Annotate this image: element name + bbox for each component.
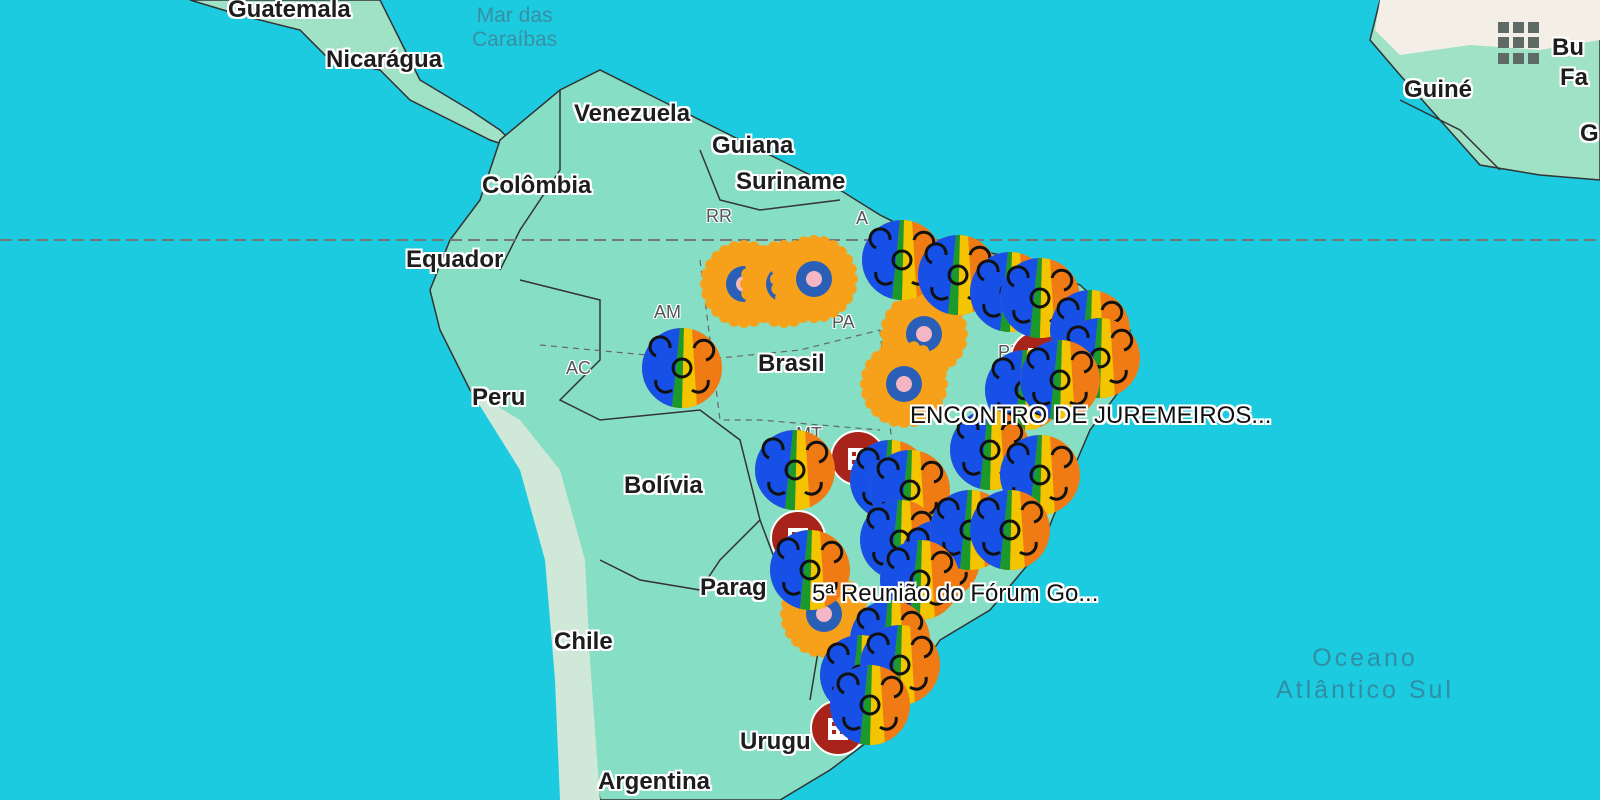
- place-label: Argentina: [598, 768, 711, 795]
- place-label: Urugu: [740, 728, 811, 755]
- ocean-label-line: Oceano: [1312, 644, 1418, 672]
- sea-label-line: Caraíbas: [472, 28, 558, 51]
- state-label: PA: [832, 312, 855, 332]
- place-label: Guatemala: [228, 0, 351, 23]
- place-label: Guiné: [1404, 76, 1473, 103]
- rainbow-face-icon[interactable]: [970, 490, 1050, 575]
- apps-grid-icon[interactable]: [1498, 22, 1540, 64]
- rainbow-face-icon[interactable]: [755, 430, 835, 515]
- place-label: Suriname: [736, 168, 846, 195]
- rainbow-face-icon[interactable]: [770, 530, 850, 615]
- sahara-area: [1375, 0, 1600, 55]
- place-label: Parag: [700, 574, 767, 601]
- rainbow-face-icon[interactable]: [1020, 340, 1100, 425]
- place-label: Colômbia: [482, 172, 592, 199]
- place-label: Bolívia: [624, 472, 703, 499]
- ocean-label-line: Atlântico Sul: [1276, 676, 1454, 704]
- rainbow-face-icon[interactable]: [880, 540, 960, 625]
- state-label: A: [856, 208, 869, 228]
- central-america-land: [189, 0, 521, 151]
- state-label: AC: [566, 358, 592, 378]
- andes-dry-area: [470, 390, 600, 800]
- sun-gear-icon[interactable]: [770, 235, 858, 328]
- state-label: RR: [706, 206, 732, 226]
- place-label: G: [1580, 120, 1599, 147]
- sea-label: Mar das Caraíbas: [472, 4, 557, 52]
- place-label: Fa: [1560, 64, 1589, 91]
- place-label: Brasil: [758, 350, 825, 377]
- place-label: Equador: [406, 246, 504, 273]
- state-label: AM: [654, 302, 681, 322]
- place-label: Peru: [472, 384, 526, 411]
- place-label: Nicarágua: [326, 46, 443, 73]
- marker-label-forum[interactable]: 5ª Reunião do Fórum Go...: [812, 580, 1099, 607]
- place-label: Venezuela: [574, 100, 691, 127]
- place-label: Chile: [554, 628, 613, 655]
- ocean-label: Oceano Atlântico Sul: [1276, 642, 1454, 706]
- sea-label-line: Mar das: [476, 4, 553, 27]
- sun-gear-icon[interactable]: [860, 340, 948, 433]
- rainbow-face-icon[interactable]: [1000, 435, 1080, 520]
- rainbow-face-icon[interactable]: [830, 665, 910, 750]
- place-label: Bu: [1552, 34, 1584, 61]
- marker-label-juremeiros[interactable]: ENCONTRO DE JUREMEIROS...: [910, 402, 1272, 429]
- rainbow-face-icon[interactable]: [642, 328, 722, 413]
- place-label: Guiana: [712, 132, 794, 159]
